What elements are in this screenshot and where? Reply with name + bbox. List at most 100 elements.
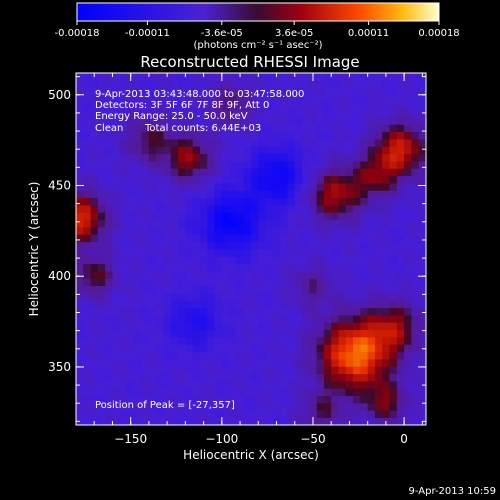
heatmap-cell xyxy=(97,300,106,309)
heatmap-cell xyxy=(90,300,99,309)
heatmap-cell xyxy=(112,80,121,89)
heatmap-cell xyxy=(236,80,245,89)
heatmap-cell xyxy=(199,300,208,309)
heatmap-cell xyxy=(185,161,194,169)
heatmap-cell xyxy=(76,124,84,133)
heatmap-cell xyxy=(287,117,296,125)
heatmap-cell xyxy=(309,249,318,257)
heatmap-cell xyxy=(185,102,194,111)
heatmap-cell xyxy=(236,183,245,191)
heatmap-cell xyxy=(287,410,296,419)
heatmap-cell xyxy=(265,153,274,162)
heatmap-cell xyxy=(316,359,325,367)
heatmap-cell xyxy=(185,73,194,81)
heatmap-cell xyxy=(323,146,332,155)
heatmap-cell xyxy=(192,351,201,360)
heatmap-cell xyxy=(404,102,412,111)
heatmap-cell xyxy=(258,102,266,111)
heatmap-cell xyxy=(353,80,361,89)
heatmap-cell xyxy=(178,241,186,250)
heatmap-cell xyxy=(265,183,274,191)
heatmap-cell xyxy=(294,293,303,301)
heatmap-cell xyxy=(97,307,106,316)
heatmap-cell xyxy=(112,212,121,221)
heatmap-cell xyxy=(404,403,412,411)
heatmap-cell xyxy=(134,359,143,367)
heatmap-cell xyxy=(367,139,376,147)
heatmap-cell xyxy=(360,73,369,81)
heatmap-cell xyxy=(331,373,339,382)
heatmap-cell xyxy=(280,344,288,353)
heatmap-cell xyxy=(148,344,157,353)
heatmap-cell xyxy=(148,205,157,213)
heatmap-cell xyxy=(192,205,201,213)
heatmap-cell xyxy=(192,124,201,133)
heatmap-cell xyxy=(302,183,310,191)
heatmap-cell xyxy=(251,417,259,426)
heatmap-cell xyxy=(185,197,194,206)
heatmap-cell xyxy=(207,73,215,81)
heatmap-cell xyxy=(265,109,274,118)
heatmap-cell xyxy=(345,205,354,213)
heatmap-cell xyxy=(396,131,405,140)
heatmap-cell xyxy=(156,146,164,155)
heatmap-cell xyxy=(404,293,412,301)
heatmap-cell xyxy=(207,359,215,367)
heatmap-cell xyxy=(374,146,383,155)
heatmap-cell xyxy=(221,146,230,155)
heatmap-cell xyxy=(185,212,194,221)
heatmap-cell xyxy=(374,285,383,294)
heatmap-cell xyxy=(411,249,420,257)
heatmap-cell xyxy=(112,131,121,140)
heatmap-cell xyxy=(148,381,157,389)
heatmap-cell xyxy=(316,146,325,155)
heatmap-cell xyxy=(112,139,121,147)
heatmap-cell xyxy=(374,351,383,360)
heatmap-cell xyxy=(323,351,332,360)
heatmap-cell xyxy=(148,249,157,257)
heatmap-cell xyxy=(127,329,135,338)
heatmap-cell xyxy=(127,263,135,272)
heatmap-cell xyxy=(163,285,172,294)
heatmap-cell xyxy=(280,117,288,125)
heatmap-cell xyxy=(323,417,332,426)
heatmap-cell xyxy=(374,249,383,257)
heatmap-cell xyxy=(236,322,245,331)
heatmap-cell xyxy=(192,337,201,345)
heatmap-cell xyxy=(221,102,230,111)
heatmap-cell xyxy=(338,139,347,147)
heatmap-cell xyxy=(302,359,310,367)
heatmap-cell xyxy=(185,285,194,294)
heatmap-cell xyxy=(272,117,281,125)
heatmap-cell xyxy=(229,219,237,228)
heatmap-cell xyxy=(214,117,223,125)
heatmap-cell xyxy=(229,344,237,353)
heatmap-cell xyxy=(404,278,412,287)
heatmap-cell xyxy=(258,183,266,191)
heatmap-cell xyxy=(170,263,179,272)
heatmap-cell xyxy=(134,190,143,199)
heatmap-cell xyxy=(272,146,281,155)
heatmap-cell xyxy=(119,190,128,199)
heatmap-cell xyxy=(316,307,325,316)
heatmap-cell xyxy=(141,366,150,375)
heatmap-cell xyxy=(331,190,339,199)
heatmap-cell xyxy=(134,227,143,235)
heatmap-cell xyxy=(374,153,383,162)
heatmap-cell xyxy=(76,344,84,353)
heatmap-cell xyxy=(374,417,383,426)
heatmap-cell xyxy=(76,131,84,140)
heatmap-cell xyxy=(280,381,288,389)
heatmap-cell xyxy=(389,388,398,397)
heatmap-cell xyxy=(214,227,223,235)
heatmap-cell xyxy=(367,322,376,331)
heatmap-cell xyxy=(345,95,354,103)
heatmap-cell xyxy=(134,183,143,191)
heatmap-cell xyxy=(353,183,361,191)
heatmap-cell xyxy=(134,234,143,243)
heatmap-cell xyxy=(374,344,383,353)
heatmap-cell xyxy=(265,395,274,404)
heatmap-cell xyxy=(97,403,106,411)
heatmap-cell xyxy=(367,366,376,375)
heatmap-cell xyxy=(411,278,420,287)
